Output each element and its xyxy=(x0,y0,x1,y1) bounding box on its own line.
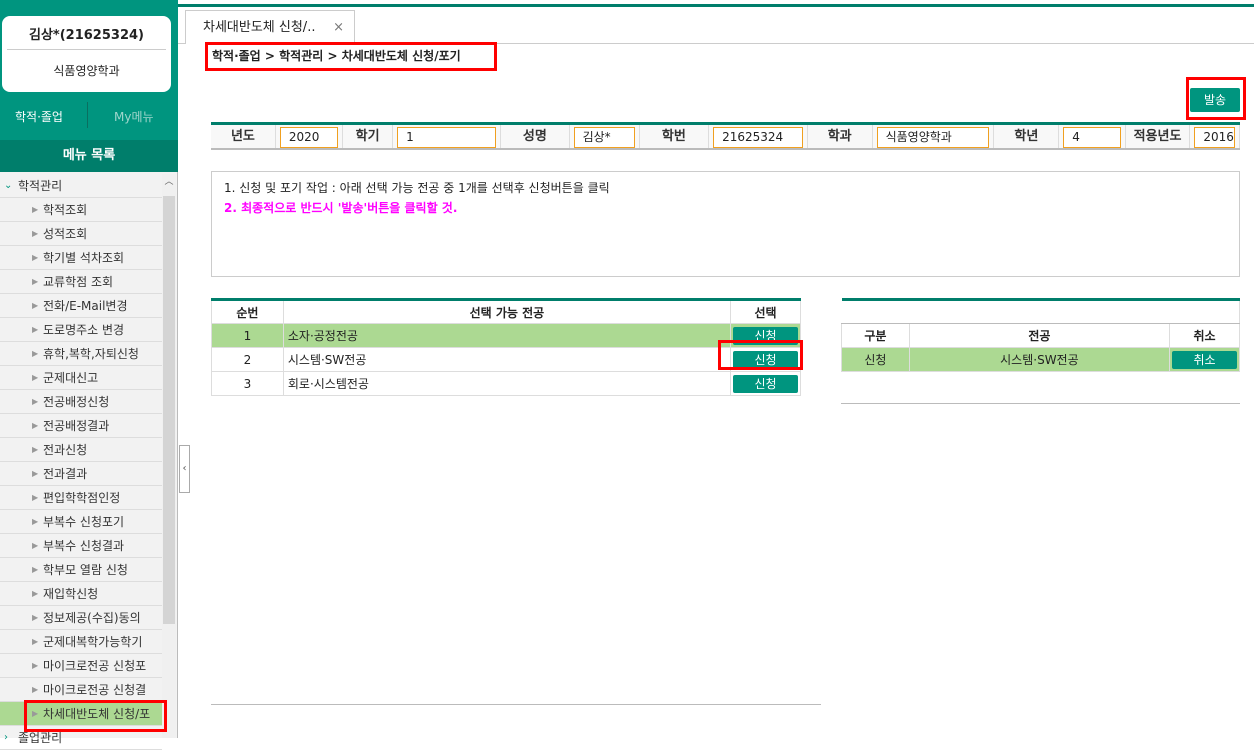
triangle-right-icon: ▶ xyxy=(32,613,39,622)
triangle-right-icon: ▶ xyxy=(32,373,39,382)
info-field[interactable]: 21625324 xyxy=(713,127,803,148)
triangle-right-icon: ▶ xyxy=(32,349,39,358)
info-field[interactable]: 식품영양학과 xyxy=(876,127,990,148)
sidebar-item[interactable]: ▶ 마이크로전공 신청포 xyxy=(0,654,162,678)
triangle-right-icon: ▶ xyxy=(32,445,39,454)
triangle-right-icon: ▶ xyxy=(32,517,39,526)
sidebar-item[interactable]: ▶ 전과결과 xyxy=(0,462,162,486)
nav-haksa[interactable]: 학적·졸업 xyxy=(15,110,63,124)
collapse-sidebar-button[interactable]: ‹ xyxy=(179,445,190,493)
available-majors-table: 순번 선택 가능 전공 선택 1 소자·공정전공 신청 2 시스템·SW전공 신청 3 회로·시스… xyxy=(211,298,801,396)
menu-tree: ⌄ 학적관리 ▶ 학적조회 ▶ 성적조회 ▶ 학기별 석차조회 ▶ 교류학점 조회 ▶ 전화/E-M… xyxy=(0,174,162,750)
sidebar-item[interactable]: ▶ 전공배정신청 xyxy=(0,390,162,414)
table-row: 2 시스템·SW전공 신청 xyxy=(211,347,801,372)
triangle-right-icon: ▶ xyxy=(32,685,39,694)
triangle-right-icon: ▶ xyxy=(32,301,39,310)
notice-line-1: 1. 신청 및 포기 작업 : 아래 선택 가능 전공 중 1개를 선택후 신청… xyxy=(224,181,610,195)
triangle-right-icon: ▶ xyxy=(32,325,39,334)
top-accent-line xyxy=(178,4,1254,7)
sidebar-item[interactable]: ▶ 교류학점 조회 xyxy=(0,270,162,294)
triangle-right-icon: ▶ xyxy=(32,541,39,550)
highlight-box xyxy=(718,340,803,370)
apply-button[interactable]: 신청 xyxy=(733,350,798,369)
info-field[interactable]: 1 xyxy=(397,127,497,148)
student-info-bar: 년도 2020 학기 1 성명 김상* 학번 21625324 학과 식품영양학과 학년 4 적용년도 2… xyxy=(211,122,1240,150)
menu-title: 메뉴 목록 xyxy=(0,140,178,172)
sidebar-item[interactable]: ▶ 전화/E-Mail변경 xyxy=(0,294,162,318)
triangle-right-icon: ▶ xyxy=(32,253,39,262)
info-label: 성명 xyxy=(501,125,570,148)
applied-majors-table: 구분 전공 취소 신청 시스템·SW전공 취소 xyxy=(841,298,1241,372)
sidebar-item[interactable]: ▶ 군제대복학가능학기 xyxy=(0,630,162,654)
notice-box: 1. 신청 및 포기 작업 : 아래 선택 가능 전공 중 1개를 선택후 신청… xyxy=(211,171,1240,277)
triangle-right-icon: ▶ xyxy=(32,421,39,430)
user-name: 김상*(21625324) xyxy=(29,28,144,43)
triangle-right-icon: ▶ xyxy=(32,661,39,670)
sidebar-item[interactable]: ▶ 재입학신청 xyxy=(0,582,162,606)
chevron-left-icon: ‹ xyxy=(182,463,187,474)
nav-mymenu[interactable]: My메뉴 xyxy=(114,110,154,124)
triangle-right-icon: ▶ xyxy=(32,709,39,718)
sidebar-item[interactable]: ▶ 마이크로전공 신청결 xyxy=(0,678,162,702)
table-row: 1 소자·공정전공 신청 xyxy=(211,323,801,348)
table-row: 신청 시스템·SW전공 취소 xyxy=(841,347,1241,372)
triangle-right-icon: ▶ xyxy=(32,469,39,478)
chevron-down-icon: ⌄ xyxy=(4,180,13,191)
info-label: 학과 xyxy=(808,125,873,148)
triangle-right-icon: ▶ xyxy=(32,637,39,646)
scrollbar-thumb[interactable] xyxy=(163,196,175,624)
user-card: 김상*(21625324) 식품영양학과 xyxy=(2,16,171,92)
info-field[interactable]: 김상* xyxy=(573,127,635,148)
triangle-right-icon: ▶ xyxy=(32,565,39,574)
info-label: 학기 xyxy=(343,125,394,148)
triangle-right-icon: ▶ xyxy=(32,229,39,238)
user-dept: 식품영양학과 xyxy=(53,64,120,78)
cancel-button[interactable]: 취소 xyxy=(1171,350,1237,369)
info-label: 학번 xyxy=(640,125,710,148)
highlight-box xyxy=(24,700,167,732)
sidebar-item[interactable]: ▶ 학기별 석차조회 xyxy=(0,246,162,270)
send-button[interactable]: 발송 xyxy=(1190,88,1240,112)
breadcrumb: 학적·졸업 > 학적관리 > 차세대반도체 신청/포기 xyxy=(205,42,497,71)
info-label: 적용년도 xyxy=(1126,125,1191,148)
triangle-right-icon: ▶ xyxy=(32,277,39,286)
sidebar-item[interactable]: ▶ 도로명주소 변경 xyxy=(0,318,162,342)
info-field[interactable]: 2016 xyxy=(1194,127,1235,148)
sidebar-item[interactable]: ▶ 전과신청 xyxy=(0,438,162,462)
sidebar-item[interactable]: ▶ 학부모 열람 신청 xyxy=(0,558,162,582)
sidebar-item[interactable]: ▶ 휴학,복학,자퇴신청 xyxy=(0,342,162,366)
info-field[interactable]: 2020 xyxy=(279,127,339,148)
sidebar-item[interactable]: ▶ 학적조회 xyxy=(0,198,162,222)
info-field[interactable]: 4 xyxy=(1063,127,1121,148)
sidebar-item[interactable]: ▶ 전공배정결과 xyxy=(0,414,162,438)
close-icon[interactable]: × xyxy=(333,20,344,35)
triangle-right-icon: ▶ xyxy=(32,493,39,502)
sidebar-item[interactable]: ▶ 부복수 신청결과 xyxy=(0,534,162,558)
triangle-right-icon: ▶ xyxy=(32,205,39,214)
highlight-box xyxy=(1186,77,1246,120)
notice-line-2: 2. 최종적으로 반드시 '발송'버튼을 클릭할 것. xyxy=(224,201,458,215)
table-row: 3 회로·시스템전공 신청 xyxy=(211,371,801,396)
tab-chase-semiconductor[interactable]: 차세대반도체 신청/.. × xyxy=(185,10,355,44)
sidebar-item[interactable]: ▶ 성적조회 xyxy=(0,222,162,246)
sidebar-item[interactable]: ▶ 군제대신고 xyxy=(0,366,162,390)
info-label: 학년 xyxy=(994,125,1060,148)
sidebar-item[interactable]: ▶ 부복수 신청포기 xyxy=(0,510,162,534)
sidebar-item[interactable]: ▶ 편입학학점인정 xyxy=(0,486,162,510)
apply-button[interactable]: 신청 xyxy=(733,374,798,393)
sidebar-item[interactable]: ▶ 차세대반도체 신청/포 xyxy=(0,702,162,726)
tree-group-haksa[interactable]: ⌄ 학적관리 xyxy=(0,174,162,198)
triangle-right-icon: ▶ xyxy=(32,397,39,406)
info-label: 년도 xyxy=(211,125,276,148)
triangle-right-icon: ▶ xyxy=(32,589,39,598)
sidebar-item[interactable]: ▶ 정보제공(수집)동의 xyxy=(0,606,162,630)
